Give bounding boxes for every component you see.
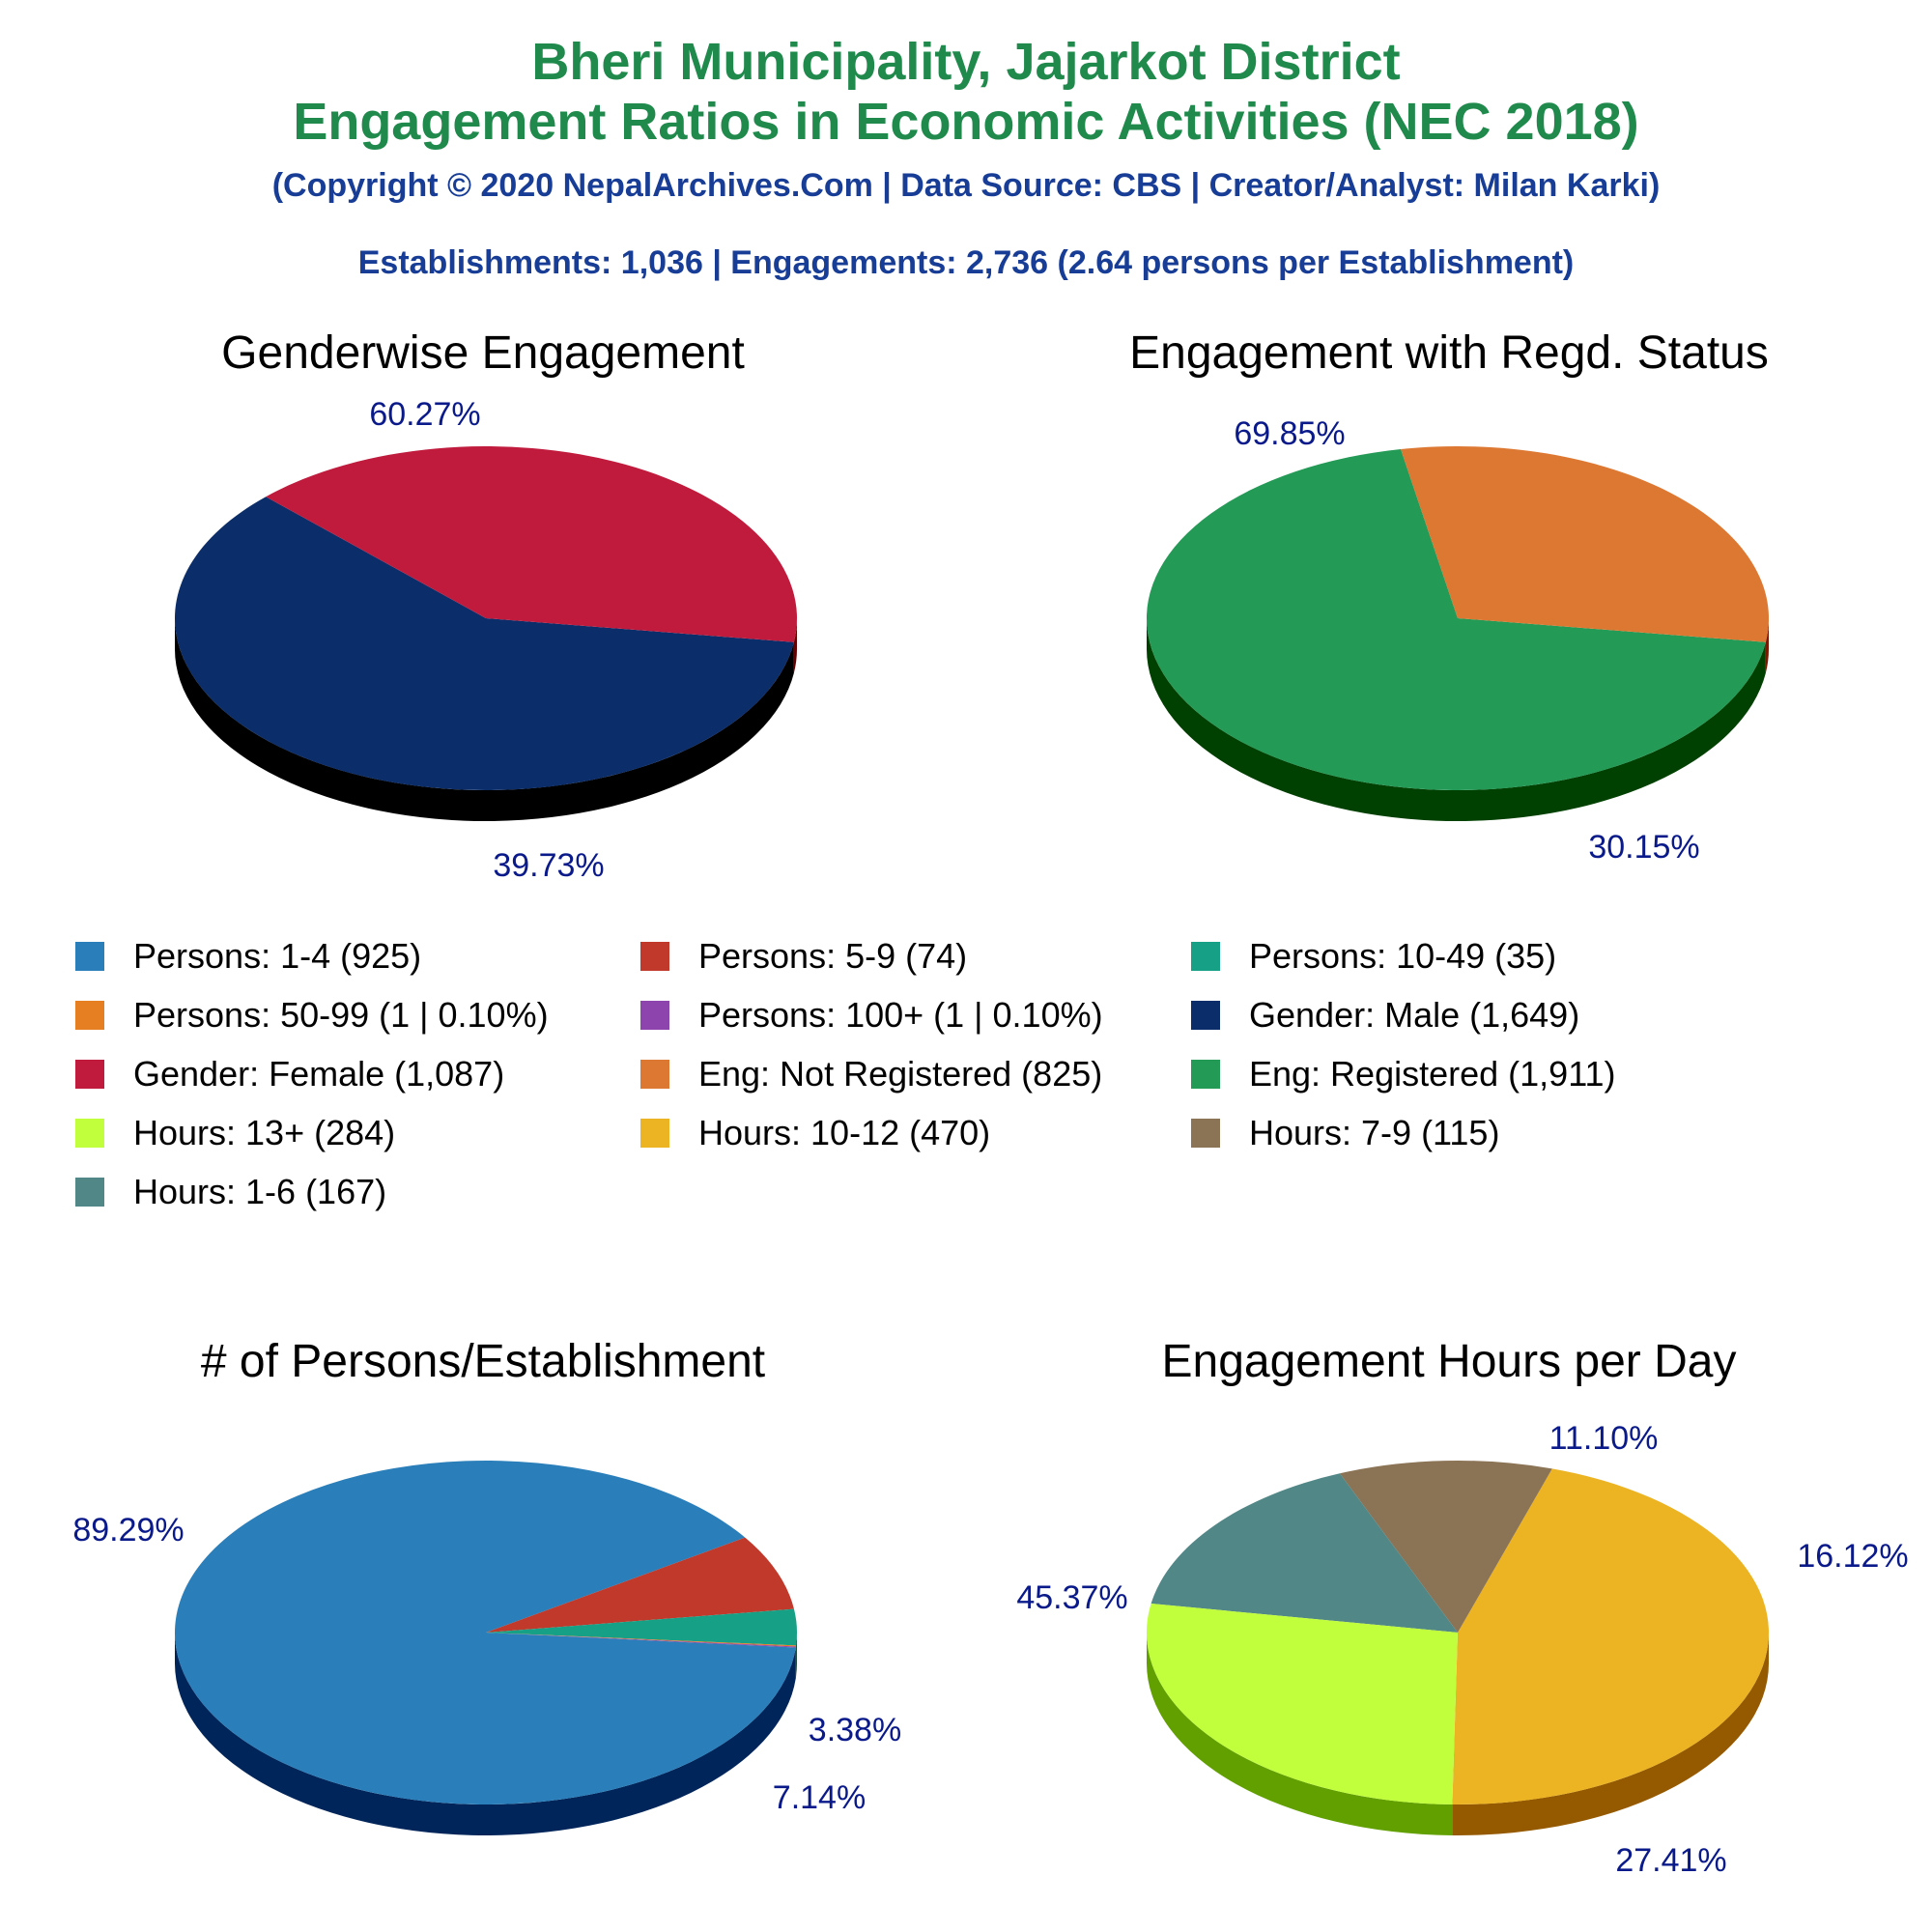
pie-side-hours-13-	[1147, 1633, 1453, 1835]
legend-swatch	[640, 942, 669, 971]
legend-item: Persons: 100+ (1 | 0.10%)	[640, 994, 1103, 1037]
legend-swatch	[1191, 1119, 1220, 1148]
title-line1: Bheri Municipality, Jajarkot District	[531, 33, 1401, 91]
pie-slice-persons-50-99	[486, 1633, 797, 1647]
legend-label: Persons: 5-9 (74)	[698, 936, 968, 976]
pie-group-2: 89.29% 7.14% 3.38%	[72, 1460, 901, 1836]
legend-label: Persons: 50-99 (1 | 0.10%)	[133, 995, 549, 1035]
legend-item: Persons: 1-4 (925)	[75, 935, 421, 978]
pie-percent-label: 7.14%	[773, 1779, 866, 1816]
legend-swatch	[640, 1001, 669, 1030]
legend-label: Persons: 10-49 (35)	[1249, 936, 1557, 976]
legend-item: Hours: 1-6 (167)	[75, 1171, 386, 1213]
legend-swatch	[75, 1001, 104, 1030]
legend-swatch	[640, 1060, 669, 1089]
legend-label: Eng: Not Registered (825)	[698, 1054, 1103, 1094]
pie-percent-label: 16.12%	[1797, 1538, 1908, 1575]
pie-percent-label: 69.85%	[1234, 415, 1345, 452]
pie-group-3: 45.37% 11.10% 16.12% 27.41%	[1016, 1420, 1908, 1879]
pie-group-1: 69.85% 30.15%	[1147, 415, 1769, 866]
legend-swatch	[1191, 1060, 1220, 1089]
pie-percent-label: 30.15%	[1588, 829, 1699, 866]
pie-title-gender: Genderwise Engagement	[221, 327, 745, 379]
legend-swatch	[75, 1119, 104, 1148]
pie-percent-label: 11.10%	[1549, 1420, 1659, 1457]
title-line2: Engagement Ratios in Economic Activities…	[293, 93, 1639, 151]
pie-percent-label: 89.29%	[72, 1512, 184, 1548]
pie-percent-label: 27.41%	[1615, 1842, 1726, 1879]
legend-item: Gender: Female (1,087)	[75, 1053, 504, 1095]
pie-slice-persons-10-49	[486, 1608, 797, 1646]
legend-item: Persons: 5-9 (74)	[640, 935, 967, 978]
legend-item: Hours: 7-9 (115)	[1191, 1112, 1499, 1154]
pie-percent-label: 60.27%	[369, 396, 480, 433]
pie-side-persons-10-49	[796, 1633, 797, 1677]
pie-slice-hours-1-6	[1151, 1473, 1458, 1633]
legend-label: Gender: Male (1,649)	[1249, 995, 1580, 1035]
pie-percent-label: 45.37%	[1016, 1579, 1127, 1616]
pie-slice-eng-not-registered	[1401, 446, 1769, 642]
legend-label: Persons: 1-4 (925)	[133, 936, 422, 976]
pie-slice-persons-5-9	[486, 1537, 794, 1633]
legend-item: Persons: 10-49 (35)	[1191, 935, 1556, 978]
pie-percent-label: 39.73%	[493, 847, 604, 884]
legend-label: Hours: 10-12 (470)	[698, 1113, 991, 1152]
pie-slice-gender-female	[266, 446, 798, 642]
pie-slice-hours-10-12	[1452, 1468, 1770, 1805]
legend-label: Hours: 7-9 (115)	[1249, 1113, 1500, 1152]
legend-label: Gender: Female (1,087)	[133, 1054, 505, 1094]
legend-swatch	[640, 1119, 669, 1148]
legend-label: Hours: 1-6 (167)	[133, 1172, 387, 1211]
legend-swatch	[1191, 1001, 1220, 1030]
legend-label: Eng: Registered (1,911)	[1249, 1054, 1616, 1094]
summary-line: Establishments: 1,036 | Engagements: 2,7…	[357, 244, 1575, 281]
legend-item: Persons: 50-99 (1 | 0.10%)	[75, 994, 549, 1037]
pie-slice-eng-registered	[1147, 449, 1766, 791]
legend-label: Hours: 13+ (284)	[133, 1113, 396, 1152]
legend-label: Persons: 100+ (1 | 0.10%)	[698, 995, 1103, 1035]
pie-percent-label: 3.38%	[809, 1712, 901, 1748]
pie-slice-persons-1-4	[175, 1460, 796, 1804]
copyright-line: (Copyright © 2020 NepalArchives.Com | Da…	[271, 167, 1661, 204]
pie-slice-hours-7-9	[1339, 1461, 1552, 1633]
legend-item: Hours: 10-12 (470)	[640, 1112, 990, 1154]
legend-swatch	[75, 942, 104, 971]
legend-item: Eng: Not Registered (825)	[640, 1053, 1102, 1095]
legend-item: Hours: 13+ (284)	[75, 1112, 395, 1154]
pie-side-eng-not-registered	[1765, 618, 1769, 673]
pie-side-gender-male	[175, 618, 794, 821]
pie-title-hours: Engagement Hours per Day	[1161, 1336, 1737, 1387]
pie-side-eng-registered	[1147, 618, 1766, 822]
pie-slice-persons-100-	[486, 1633, 796, 1648]
pie-group-0: 60.27% 39.73%	[175, 396, 798, 884]
pie-title-persons: # of Persons/Establishment	[200, 1336, 766, 1387]
pie-title-registration: Engagement with Regd. Status	[1129, 327, 1769, 379]
pie-slice-gender-male	[175, 497, 794, 790]
legend-swatch	[1191, 942, 1220, 971]
legend-swatch	[75, 1060, 104, 1089]
pie-slice-hours-13-	[1147, 1604, 1458, 1804]
pie-side-persons-1-4	[175, 1633, 796, 1836]
pie-side-gender-female	[793, 618, 797, 673]
pie-side-hours-10-12	[1452, 1633, 1769, 1835]
legend-item: Gender: Male (1,649)	[1191, 994, 1579, 1037]
legend-item: Eng: Registered (1,911)	[1191, 1053, 1616, 1095]
legend-swatch	[75, 1178, 104, 1207]
